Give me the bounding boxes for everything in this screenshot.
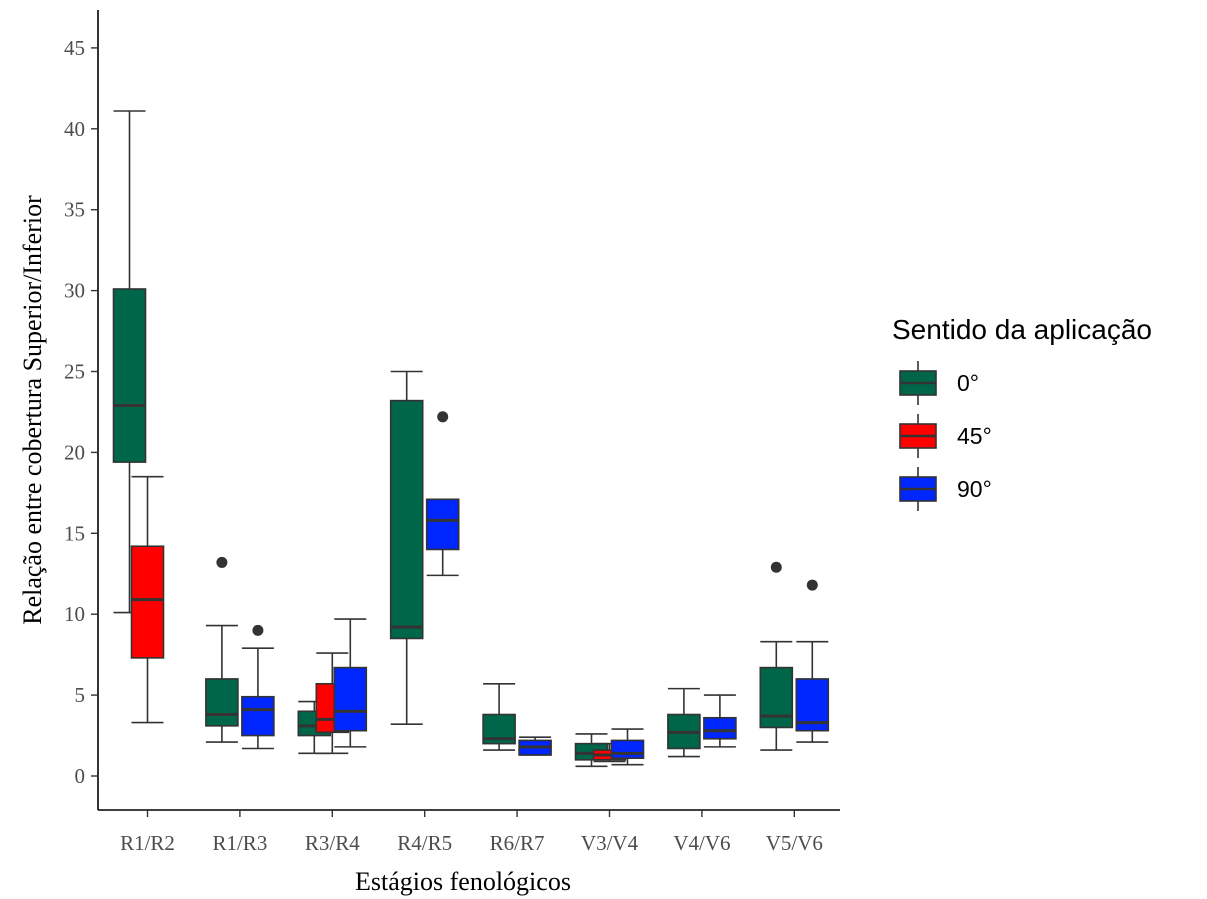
box-R6-R7-2 (518, 736, 552, 756)
box-body (703, 716, 737, 740)
y-axis-title: Relação entre cobertura Superior/Inferio… (18, 195, 47, 625)
y-tick-label: 45 (64, 36, 85, 60)
y-tick-label: 15 (64, 521, 85, 545)
box-V5-V6-0 (759, 561, 794, 751)
outlier-point (216, 556, 228, 568)
outlier-point (437, 411, 449, 423)
x-tick-label: R1/R3 (212, 831, 267, 855)
y-tick-label: 25 (64, 360, 85, 384)
box-V5-V6-2 (795, 579, 830, 743)
legend-label: 90° (957, 476, 992, 502)
legend-key-0 (899, 361, 937, 405)
box-V4-V6-0 (667, 687, 701, 758)
outlier-point (770, 561, 782, 573)
y-axis: 0 5 10 15 20 25 30 35 40 45 (64, 10, 99, 810)
x-tick-label: R6/R7 (490, 831, 545, 855)
box-body (112, 288, 147, 463)
box-R1-R3-2 (241, 624, 275, 750)
box-body (130, 545, 165, 659)
box-R4-R5-2 (425, 411, 460, 577)
legend: Sentido da aplicação 0° 45° 90° (892, 314, 1152, 511)
x-tick-label: R3/R4 (305, 831, 360, 855)
box-V4-V6-2 (703, 694, 737, 748)
legend-label: 45° (957, 423, 992, 449)
box-body (759, 666, 794, 729)
box-V3-V4-2 (610, 728, 645, 766)
y-tick-label: 20 (64, 440, 85, 464)
box-body (610, 739, 645, 760)
y-tick-label: 30 (64, 279, 85, 303)
y-tick-label: 35 (64, 198, 85, 222)
legend-title: Sentido da aplicação (892, 314, 1152, 345)
y-tick-label: 5 (75, 683, 86, 707)
x-tick-label: R1/R2 (120, 831, 175, 855)
x-tick-label: V5/V6 (766, 831, 823, 855)
box-R1-R2-1 (130, 475, 165, 724)
y-tick-label: 10 (64, 602, 85, 626)
x-axis: R1/R2 R1/R3 R3/R4 R4/R5 R6/R7 V3/V4 V4/V6 V5/V6 (98, 809, 840, 855)
y-tick-label: 40 (64, 117, 85, 141)
legend-label: 0° (957, 370, 979, 396)
x-tick-label: V3/V4 (581, 831, 639, 855)
box-R6-R7-0 (482, 682, 516, 751)
x-tick-label: V4/V6 (673, 831, 730, 855)
plot-area (112, 110, 830, 768)
box-body (333, 666, 368, 732)
x-axis-title: Estágios fenológicos (355, 867, 571, 896)
box-body (389, 399, 424, 640)
box-R3-R4-2 (333, 618, 368, 748)
box-R1-R3-0 (205, 556, 239, 743)
outlier-point (806, 579, 818, 591)
legend-key-1 (899, 414, 937, 458)
outlier-point (252, 624, 264, 636)
box-R4-R5-0 (389, 370, 424, 726)
x-tick-label: R4/R5 (397, 831, 452, 855)
box-body (425, 498, 460, 551)
box-R1-R2-0 (112, 110, 147, 614)
box-body (241, 695, 275, 737)
legend-key-2 (899, 467, 937, 511)
y-tick-label: 0 (75, 764, 86, 788)
box-body (205, 678, 239, 727)
